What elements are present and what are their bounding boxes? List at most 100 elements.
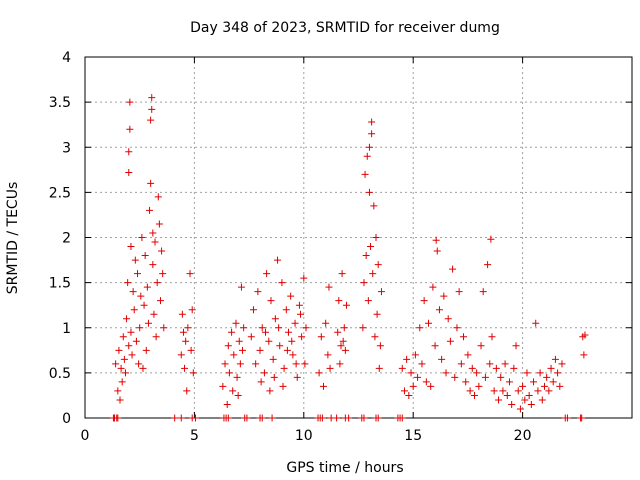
data-point (114, 414, 122, 422)
data-point (114, 387, 122, 395)
data-point (315, 369, 323, 377)
data-point (484, 261, 492, 269)
data-point (152, 333, 160, 341)
data-point (551, 355, 559, 363)
data-point (225, 369, 233, 377)
data-point (360, 414, 368, 422)
data-point (416, 324, 424, 332)
data-point (337, 342, 345, 350)
data-point (457, 360, 465, 368)
data-point (549, 378, 557, 386)
data-point (433, 247, 441, 255)
data-point (275, 324, 283, 332)
data-point (325, 283, 333, 291)
data-point (538, 396, 546, 404)
data-point (219, 382, 227, 390)
data-point (464, 351, 472, 359)
data-point (373, 310, 381, 318)
data-point (139, 364, 147, 372)
data-point (148, 105, 156, 113)
y-tick-label: 4 (62, 50, 71, 66)
data-point (368, 130, 376, 138)
data-point (481, 373, 489, 381)
data-point (125, 169, 133, 177)
data-point (147, 116, 155, 124)
data-point (221, 360, 229, 368)
data-point (466, 387, 474, 395)
data-point (339, 337, 347, 345)
data-point (333, 414, 341, 422)
data-point (521, 396, 529, 404)
data-point (334, 328, 342, 336)
data-point (239, 346, 247, 354)
data-point (258, 324, 266, 332)
data-point (249, 306, 257, 314)
data-point (178, 310, 186, 318)
data-point (301, 360, 309, 368)
data-point (340, 324, 348, 332)
data-point (460, 333, 468, 341)
data-point (278, 279, 286, 287)
data-point (411, 351, 419, 359)
data-point (540, 382, 548, 390)
data-point (322, 319, 330, 327)
data-point (438, 355, 446, 363)
data-point (274, 256, 282, 264)
data-point (128, 351, 136, 359)
data-point (362, 252, 370, 260)
data-point (492, 364, 500, 372)
data-point (497, 373, 505, 381)
data-point (462, 378, 470, 386)
data-point (335, 297, 343, 305)
data-point (543, 373, 551, 381)
y-tick-label: 3 (62, 140, 71, 156)
data-point (287, 292, 295, 300)
data-point (252, 360, 260, 368)
data-point (292, 360, 300, 368)
data-point (365, 188, 373, 196)
data-point (282, 306, 290, 314)
data-point (342, 301, 350, 309)
data-point (229, 387, 237, 395)
data-point (534, 387, 542, 395)
data-point (147, 179, 155, 187)
y-tick-label: 0.5 (49, 366, 71, 382)
data-point (141, 252, 149, 260)
x-tick-label: 15 (404, 428, 422, 444)
data-point (324, 351, 332, 359)
data-point (490, 387, 498, 395)
data-point (532, 319, 540, 327)
data-point (232, 319, 240, 327)
data-point (427, 382, 435, 390)
data-point (374, 261, 382, 269)
data-point (137, 292, 145, 300)
data-point (345, 414, 353, 422)
data-points (109, 94, 589, 422)
data-point (156, 297, 164, 305)
data-point (188, 306, 196, 314)
data-point (429, 283, 437, 291)
data-point (317, 333, 325, 341)
data-point (360, 279, 368, 287)
data-point (177, 351, 185, 359)
data-point (243, 414, 251, 422)
y-tick-label: 3.5 (49, 95, 71, 111)
data-point (431, 342, 439, 350)
data-point (364, 297, 372, 305)
data-point (140, 301, 148, 309)
data-point (129, 288, 137, 296)
data-point (223, 400, 231, 408)
data-point (563, 414, 571, 422)
data-point (369, 270, 377, 278)
data-point (359, 324, 367, 332)
data-point (468, 364, 476, 372)
data-point (247, 333, 255, 341)
data-point (262, 328, 270, 336)
data-point (297, 310, 305, 318)
data-point (363, 152, 371, 160)
data-point (267, 297, 275, 305)
data-point (146, 206, 154, 214)
data-point (295, 301, 303, 309)
data-point (118, 378, 126, 386)
data-point (160, 324, 168, 332)
